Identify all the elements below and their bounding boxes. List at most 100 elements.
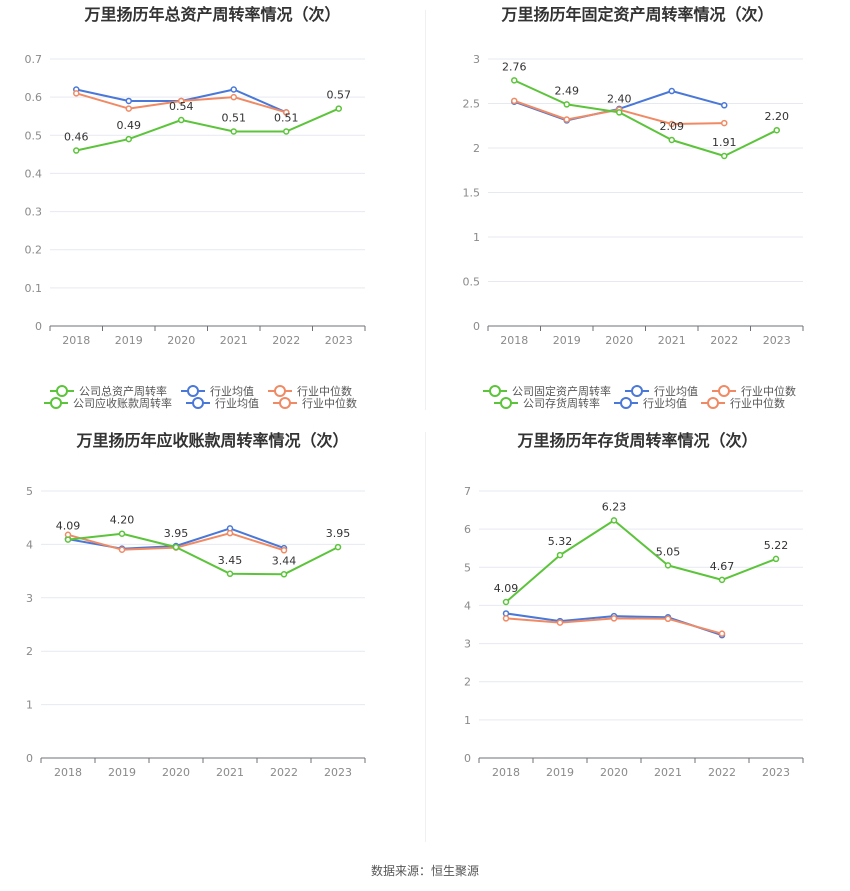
x-tick-label: 2022 (710, 334, 738, 347)
data-point-median (664, 615, 672, 623)
data-label: 2.09 (660, 120, 685, 133)
y-tick-label: 0.5 (463, 276, 481, 289)
data-point-median (125, 105, 132, 112)
x-tick-label: 2019 (115, 334, 143, 347)
legend-label-median: 行业中位数 (302, 396, 357, 410)
y-tick-label: 4 (464, 599, 471, 612)
y-tick-label: 2 (26, 645, 33, 658)
chart-panel-inventory-turnover: 万里扬历年存货周转率情况（次） 0 1 2 3 4 5 6 7 2018 2019 2020 2021 2… (425, 396, 850, 850)
data-label: 0.57 (327, 89, 352, 102)
y-tick-label: 0.1 (25, 282, 43, 295)
data-point-company (773, 126, 780, 134)
data-point-avg (721, 102, 728, 109)
y-tick-label: 0 (473, 320, 480, 333)
data-point-company (668, 136, 675, 144)
legend-swatch-marker (56, 385, 68, 397)
data-point-company (511, 77, 518, 84)
data-label: 0.54 (169, 100, 194, 113)
data-label: 3.45 (218, 554, 243, 567)
data-point-company (334, 543, 342, 551)
x-tick-label: 2021 (654, 766, 682, 779)
data-point-company (230, 128, 237, 135)
data-point-company (502, 598, 510, 606)
x-tick-label: 2021 (216, 766, 244, 779)
data-point-avg (230, 86, 237, 93)
data-point-company (64, 536, 72, 543)
data-point-median (668, 120, 675, 128)
x-tick-label: 2022 (708, 766, 736, 779)
x-tick-label: 2020 (605, 334, 633, 347)
legend-label-avg: 行业均值 (210, 385, 254, 398)
legend-swatch-marker (707, 397, 719, 409)
y-tick-label: 5 (464, 561, 471, 574)
data-point-company (721, 152, 728, 160)
x-tick-label: 2021 (220, 334, 248, 347)
legend-label-company: 公司存货周转率 (523, 396, 600, 410)
data-label: 6.23 (602, 500, 627, 513)
y-tick-label: 0.4 (25, 167, 43, 180)
x-tick-label: 2022 (270, 766, 298, 779)
data-label: 3.44 (272, 554, 297, 567)
legend-swatch-marker (500, 397, 512, 409)
legend-label-company: 公司总资产周转率 (79, 384, 167, 398)
y-tick-label: 0.3 (25, 206, 43, 219)
x-tick-label: 2020 (162, 766, 190, 779)
data-label: 0.46 (64, 131, 89, 144)
y-tick-label: 2.5 (463, 98, 481, 111)
data-point-median (283, 109, 290, 116)
data-source-note: 数据来源：恒生聚源 (370, 864, 479, 878)
x-tick-label: 2019 (553, 334, 581, 347)
legend-swatch-marker (718, 385, 730, 397)
series-line-company (505, 519, 777, 603)
x-tick-label: 2018 (500, 334, 528, 347)
y-tick-label: 0.2 (25, 244, 43, 257)
chart-panel-total-asset-turnover: 万里扬历年总资产周转率情况（次） 0 0.1 0.2 0.3 0.4 0.5 0.6 0.7 20… (0, 0, 425, 420)
y-tick-label: 1.5 (463, 187, 481, 200)
chart-panel-receivables-turnover: 万里扬历年应收账款周转率情况（次） 0 1 2 3 4 5 2018 2019 2020 2021 2… (0, 396, 425, 850)
legend-swatch-marker (187, 385, 199, 397)
data-label: 1.91 (712, 136, 737, 149)
data-point-company (73, 147, 80, 154)
data-point-median (610, 615, 618, 622)
data-label: 2.40 (607, 92, 632, 105)
data-point-median (280, 547, 288, 554)
panel-divider-vertical (425, 432, 426, 842)
legend-swatch-marker (631, 385, 643, 397)
legend-swatch-marker (50, 397, 62, 409)
x-tick-label: 2023 (325, 334, 353, 347)
chart-title: 万里扬历年存货周转率情况（次） (516, 431, 757, 450)
x-tick-label: 2022 (272, 334, 300, 347)
chart-svg: 万里扬历年应收账款周转率情况（次） 0 1 2 3 4 5 2018 2019 2020 2021 2… (26, 396, 366, 779)
y-tick-label: 4 (26, 538, 33, 551)
data-label: 0.51 (274, 111, 299, 124)
data-label: 5.05 (656, 545, 681, 558)
y-tick-label: 1 (26, 699, 33, 712)
y-tick-label: 0 (26, 752, 33, 765)
chart-panel-fixed-asset-turnover: 万里扬历年固定资产周转率情况（次） 0 0.5 1 1.5 2 2.5 3 2018 2019 20… (425, 0, 850, 420)
data-point-median (718, 630, 726, 637)
y-tick-label: 6 (464, 523, 471, 536)
legend-label-median: 行业中位数 (297, 384, 352, 398)
data-point-company (616, 109, 623, 116)
data-point-company (556, 551, 564, 559)
data-point-company (718, 576, 726, 584)
legend-label-avg: 行业均值 (643, 397, 687, 410)
data-point-company (563, 101, 570, 108)
data-point-company (280, 571, 288, 578)
data-point-company (226, 570, 234, 578)
data-point-avg (668, 87, 675, 95)
y-tick-label: 0 (464, 752, 471, 765)
data-label: 4.67 (710, 560, 735, 573)
x-tick-label: 2023 (763, 334, 791, 347)
data-point-median (721, 119, 728, 127)
chart-title: 万里扬历年总资产周转率情况（次） (83, 5, 340, 24)
data-point-company (178, 116, 185, 124)
legend-swatch-marker (620, 397, 632, 409)
y-tick-label: 0.5 (25, 129, 43, 142)
data-point-median (118, 546, 126, 553)
data-point-avg (125, 97, 132, 105)
x-tick-label: 2019 (546, 766, 574, 779)
x-tick-label: 2021 (658, 334, 686, 347)
x-tick-label: 2018 (62, 334, 90, 347)
x-tick-label: 2020 (600, 766, 628, 779)
